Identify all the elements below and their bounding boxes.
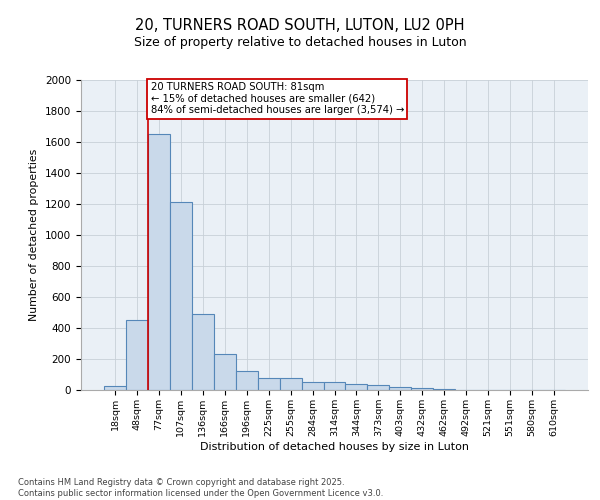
Bar [280,378,302,390]
Bar [367,384,389,390]
Bar [433,389,455,390]
Bar [323,382,346,390]
Bar [236,372,257,390]
Bar [257,378,280,390]
Y-axis label: Number of detached properties: Number of detached properties [29,149,40,321]
Bar [412,388,433,390]
Bar [126,320,148,390]
Text: Size of property relative to detached houses in Luton: Size of property relative to detached ho… [134,36,466,49]
Bar [192,314,214,390]
Text: 20 TURNERS ROAD SOUTH: 81sqm
← 15% of detached houses are smaller (642)
84% of s: 20 TURNERS ROAD SOUTH: 81sqm ← 15% of de… [151,82,404,115]
Text: 20, TURNERS ROAD SOUTH, LUTON, LU2 0PH: 20, TURNERS ROAD SOUTH, LUTON, LU2 0PH [135,18,465,32]
X-axis label: Distribution of detached houses by size in Luton: Distribution of detached houses by size … [200,442,469,452]
Bar [170,202,192,390]
Bar [389,387,412,390]
Bar [148,134,170,390]
Bar [346,384,367,390]
Bar [214,354,236,390]
Text: Contains HM Land Registry data © Crown copyright and database right 2025.
Contai: Contains HM Land Registry data © Crown c… [18,478,383,498]
Bar [302,382,323,390]
Bar [104,386,126,390]
